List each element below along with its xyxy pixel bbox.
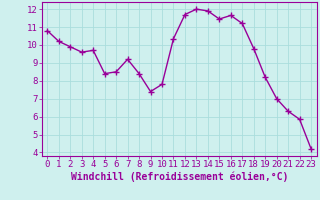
X-axis label: Windchill (Refroidissement éolien,°C): Windchill (Refroidissement éolien,°C) [70, 172, 288, 182]
